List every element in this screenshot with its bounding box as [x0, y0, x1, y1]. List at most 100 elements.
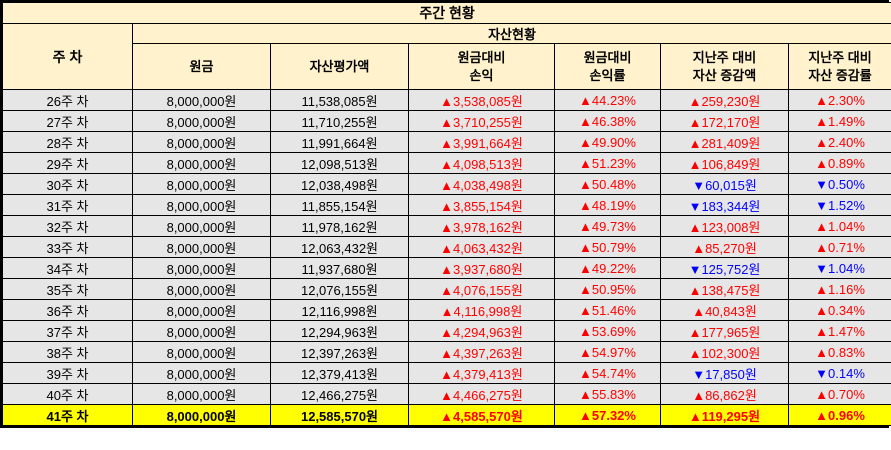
cell-wow-amount[interactable]: ▲119,295원	[660, 404, 789, 426]
cell-pl[interactable]: ▲3,710,255원	[408, 110, 555, 132]
cell-principal[interactable]: 8,000,000원	[132, 278, 271, 300]
cell-pl-rate[interactable]: ▲54.97%	[554, 341, 661, 363]
cell-wow-amount[interactable]: ▼125,752원	[660, 257, 789, 279]
col-header-wow-rate[interactable]: 지난주 대비 자산 증감률	[787, 43, 891, 90]
cell-principal[interactable]: 8,000,000원	[132, 383, 271, 405]
cell-pl-rate[interactable]: ▲55.83%	[554, 383, 661, 405]
cell-pl[interactable]: ▲3,855,154원	[408, 194, 555, 216]
cell-wow-amount[interactable]: ▲102,300원	[660, 341, 789, 363]
cell-wow-amount[interactable]: ▲86,862원	[660, 383, 789, 405]
cell-pl-rate[interactable]: ▲50.95%	[554, 278, 661, 300]
cell-pl[interactable]: ▲3,978,162원	[408, 215, 555, 237]
table-title[interactable]: 주간 현황	[1, 2, 891, 24]
cell-week[interactable]: 34주 차	[2, 257, 133, 279]
cell-pl[interactable]: ▲4,585,570원	[408, 404, 555, 426]
cell-week[interactable]: 29주 차	[2, 152, 133, 174]
cell-wow-amount[interactable]: ▼60,015원	[660, 173, 789, 195]
col-header-pl-rate[interactable]: 원금대비 손익률	[554, 43, 661, 90]
cell-wow-rate[interactable]: ▼1.04%	[787, 257, 891, 279]
cell-wow-rate[interactable]: ▲1.16%	[787, 278, 891, 300]
cell-week[interactable]: 33주 차	[2, 236, 133, 258]
cell-pl-rate[interactable]: ▲46.38%	[554, 110, 661, 132]
cell-pl[interactable]: ▲4,063,432원	[408, 236, 555, 258]
cell-wow-rate[interactable]: ▲0.71%	[787, 236, 891, 258]
cell-week[interactable]: 32주 차	[2, 215, 133, 237]
cell-principal[interactable]: 8,000,000원	[132, 236, 271, 258]
cell-valuation[interactable]: 12,294,963원	[270, 320, 409, 342]
cell-week[interactable]: 37주 차	[2, 320, 133, 342]
cell-week[interactable]: 36주 차	[2, 299, 133, 321]
cell-wow-rate[interactable]: ▼1.52%	[787, 194, 891, 216]
cell-valuation[interactable]: 12,466,275원	[270, 383, 409, 405]
cell-wow-amount[interactable]: ▲40,843원	[660, 299, 789, 321]
cell-week[interactable]: 30주 차	[2, 173, 133, 195]
cell-principal[interactable]: 8,000,000원	[132, 194, 271, 216]
asset-status-group-header[interactable]: 자산현황	[131, 23, 891, 44]
cell-pl[interactable]: ▲4,038,498원	[408, 173, 555, 195]
cell-wow-rate[interactable]: ▲2.40%	[787, 131, 891, 153]
cell-pl[interactable]: ▲4,379,413원	[408, 362, 555, 384]
cell-wow-amount[interactable]: ▲172,170원	[660, 110, 789, 132]
cell-valuation[interactable]: 12,098,513원	[270, 152, 409, 174]
cell-principal[interactable]: 8,000,000원	[132, 131, 271, 153]
cell-pl[interactable]: ▲4,098,513원	[408, 152, 555, 174]
cell-week[interactable]: 40주 차	[2, 383, 133, 405]
col-header-principal[interactable]: 원금	[132, 43, 271, 90]
cell-valuation[interactable]: 11,937,680원	[270, 257, 409, 279]
cell-valuation[interactable]: 12,063,432원	[270, 236, 409, 258]
col-header-wow-amount[interactable]: 지난주 대비 자산 증감액	[660, 43, 789, 90]
cell-principal[interactable]: 8,000,000원	[132, 404, 271, 426]
cell-valuation[interactable]: 12,076,155원	[270, 278, 409, 300]
cell-principal[interactable]: 8,000,000원	[132, 173, 271, 195]
cell-pl-rate[interactable]: ▲49.22%	[554, 257, 661, 279]
cell-pl-rate[interactable]: ▲50.79%	[554, 236, 661, 258]
cell-wow-amount[interactable]: ▲85,270원	[660, 236, 789, 258]
cell-valuation[interactable]: 11,978,162원	[270, 215, 409, 237]
cell-week[interactable]: 31주 차	[2, 194, 133, 216]
cell-wow-rate[interactable]: ▲0.96%	[787, 404, 891, 426]
cell-pl[interactable]: ▲4,116,998원	[408, 299, 555, 321]
cell-valuation[interactable]: 12,397,263원	[270, 341, 409, 363]
cell-pl-rate[interactable]: ▲54.74%	[554, 362, 661, 384]
col-header-valuation[interactable]: 자산평가액	[270, 43, 409, 90]
cell-wow-rate[interactable]: ▼0.14%	[787, 362, 891, 384]
week-column-header[interactable]: 주 차	[2, 23, 133, 90]
cell-pl-rate[interactable]: ▲49.73%	[554, 215, 661, 237]
cell-pl-rate[interactable]: ▲50.48%	[554, 173, 661, 195]
cell-valuation[interactable]: 12,038,498원	[270, 173, 409, 195]
cell-principal[interactable]: 8,000,000원	[132, 320, 271, 342]
cell-week[interactable]: 28주 차	[2, 131, 133, 153]
cell-pl-rate[interactable]: ▲48.19%	[554, 194, 661, 216]
cell-wow-rate[interactable]: ▲1.47%	[787, 320, 891, 342]
cell-pl-rate[interactable]: ▲57.32%	[554, 404, 661, 426]
cell-principal[interactable]: 8,000,000원	[132, 362, 271, 384]
cell-pl-rate[interactable]: ▲53.69%	[554, 320, 661, 342]
cell-wow-rate[interactable]: ▲0.83%	[787, 341, 891, 363]
cell-principal[interactable]: 8,000,000원	[132, 341, 271, 363]
cell-wow-amount[interactable]: ▲177,965원	[660, 320, 789, 342]
cell-valuation[interactable]: 11,538,085원	[270, 89, 409, 111]
cell-valuation[interactable]: 11,991,664원	[270, 131, 409, 153]
cell-principal[interactable]: 8,000,000원	[132, 215, 271, 237]
cell-wow-rate[interactable]: ▲1.04%	[787, 215, 891, 237]
cell-principal[interactable]: 8,000,000원	[132, 299, 271, 321]
cell-wow-amount[interactable]: ▲281,409원	[660, 131, 789, 153]
cell-week[interactable]: 35주 차	[2, 278, 133, 300]
cell-valuation[interactable]: 12,116,998원	[270, 299, 409, 321]
cell-week[interactable]: 39주 차	[2, 362, 133, 384]
cell-wow-rate[interactable]: ▲0.34%	[787, 299, 891, 321]
cell-week[interactable]: 27주 차	[2, 110, 133, 132]
cell-wow-amount[interactable]: ▲106,849원	[660, 152, 789, 174]
cell-pl[interactable]: ▲4,397,263원	[408, 341, 555, 363]
cell-wow-amount[interactable]: ▼17,850원	[660, 362, 789, 384]
cell-pl[interactable]: ▲3,538,085원	[408, 89, 555, 111]
cell-valuation[interactable]: 11,855,154원	[270, 194, 409, 216]
cell-wow-amount[interactable]: ▲138,475원	[660, 278, 789, 300]
cell-pl-rate[interactable]: ▲49.90%	[554, 131, 661, 153]
cell-wow-rate[interactable]: ▲1.49%	[787, 110, 891, 132]
cell-pl[interactable]: ▲4,294,963원	[408, 320, 555, 342]
cell-wow-amount[interactable]: ▲259,230원	[660, 89, 789, 111]
cell-principal[interactable]: 8,000,000원	[132, 257, 271, 279]
cell-pl[interactable]: ▲3,937,680원	[408, 257, 555, 279]
cell-pl[interactable]: ▲4,466,275원	[408, 383, 555, 405]
